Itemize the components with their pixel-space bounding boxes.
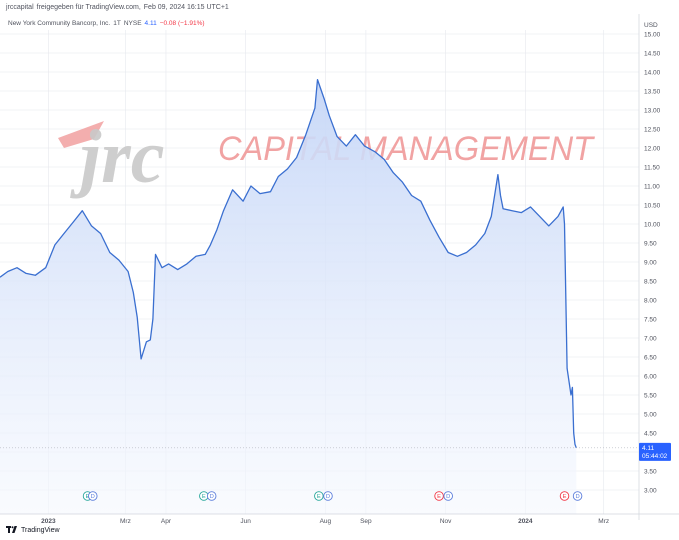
header-date: Feb 09, 2024 16:15 UTC+1 <box>143 4 229 11</box>
marker-circle <box>572 491 583 501</box>
marker-label: D <box>446 494 450 500</box>
symbol-legend: New York Community Bancorp, Inc. 1T NYSE 4.… <box>8 20 208 27</box>
x-tick-label: Mrz <box>598 518 609 525</box>
publisher-name[interactable]: jrccapital <box>6 4 34 11</box>
currency-label[interactable]: USD <box>644 22 658 29</box>
symbol-name[interactable]: New York Community Bancorp, Inc. <box>8 20 111 27</box>
x-tick-label: Sep <box>360 518 372 525</box>
price-line <box>0 78 577 449</box>
y-tick-label: 14.50 <box>644 50 661 57</box>
y-tick-label: 5.50 <box>644 392 657 399</box>
y-tick-label: 4.50 <box>644 430 657 437</box>
x-tick-label: Nov <box>440 518 452 525</box>
dividend-marker[interactable]: D <box>88 491 98 501</box>
earnings-marker[interactable]: E <box>199 491 209 501</box>
y-tick-label: 9.50 <box>644 240 657 247</box>
marker-label: D <box>210 494 214 500</box>
y-tick-label: 12.50 <box>644 126 661 133</box>
x-tick-label: Mrz <box>120 518 131 525</box>
price-badge-box <box>639 442 671 461</box>
marker-label: E <box>202 494 206 500</box>
y-tick-label: 3.50 <box>644 468 657 475</box>
y-tick-label: 10.00 <box>644 221 661 228</box>
x-tick-label: Jun <box>240 518 251 525</box>
y-tick-label: 6.50 <box>644 354 657 361</box>
price-badge-value: 4.11 <box>642 445 655 452</box>
y-tick-label: 13.00 <box>644 107 661 114</box>
marker-circle <box>434 491 444 501</box>
marker-circle <box>559 491 570 501</box>
tradingview-logo-icon <box>6 526 17 533</box>
marker-label: E <box>563 494 567 500</box>
y-tick-label: 11.50 <box>644 164 660 171</box>
y-tick-label: 5.00 <box>644 411 657 418</box>
price-badge-countdown: 05:44:02 <box>642 453 668 460</box>
y-tick-label: 9.00 <box>644 259 657 266</box>
y-tick-label: 11.00 <box>644 183 660 190</box>
dividend-marker[interactable]: D <box>572 491 583 501</box>
watermark-flag-icon <box>58 121 104 148</box>
y-tick-label: 6.00 <box>644 373 657 380</box>
x-tick-label: 2024 <box>518 518 533 525</box>
earnings-marker[interactable]: E <box>434 491 444 501</box>
y-tick-label: 14.00 <box>644 69 661 76</box>
marker-circle <box>206 491 217 501</box>
y-tick-label: 10.50 <box>644 202 661 209</box>
y-tick-label: 8.00 <box>644 297 657 304</box>
dividend-marker[interactable]: D <box>206 491 217 501</box>
marker-label: D <box>326 494 330 500</box>
y-tick-label: 7.50 <box>644 316 657 323</box>
marker-circle <box>88 491 98 501</box>
marker-label: D <box>575 494 579 500</box>
tradingview-brand[interactable]: TradingView <box>6 526 60 534</box>
marker-label: E <box>86 494 90 500</box>
marker-circle <box>323 491 333 501</box>
y-tick-label: 15.00 <box>644 31 661 38</box>
earnings-marker[interactable]: E <box>559 491 570 501</box>
price-badge: 4.11 05:44:02 <box>639 442 671 461</box>
earnings-marker[interactable]: E <box>314 491 324 501</box>
dividend-marker[interactable]: D <box>443 491 453 501</box>
symbol-exchange: NYSE <box>123 20 142 27</box>
header-line: jrccapital freigegeben für TradingView.co… <box>6 4 232 11</box>
marker-circle <box>314 491 324 501</box>
x-tick-label: Apr <box>161 518 172 525</box>
header-text: freigegeben für TradingView.com, <box>36 4 141 11</box>
marker-label: E <box>317 494 321 500</box>
axes: 15.00 14.50 14.00 13.50 13.00 12.50 12.00 11.50… <box>0 14 679 525</box>
x-tick-label: 2023 <box>41 518 56 525</box>
y-tick-label: 7.00 <box>644 335 657 342</box>
marker-circle <box>443 491 453 501</box>
y-tick-label: 12.00 <box>644 145 661 152</box>
dividend-marker[interactable]: D <box>323 491 333 501</box>
legend-price: 4.11 <box>144 20 157 27</box>
price-area <box>0 79 577 514</box>
x-tick-label: Aug <box>320 518 332 525</box>
marker-label: D <box>91 494 95 500</box>
marker-label: E <box>437 494 441 500</box>
symbol-interval: 1T <box>113 20 121 27</box>
watermark-subtitle: CAPITAL MANAGEMENT <box>218 130 595 168</box>
y-tick-label: 3.00 <box>644 487 657 494</box>
tradingview-brand-text: TradingView <box>21 527 60 534</box>
watermark: jrc CAPITAL MANAGEMENT <box>58 115 595 199</box>
y-tick-label: 8.50 <box>644 278 657 285</box>
y-tick-label: 13.50 <box>644 88 661 95</box>
watermark-logo: jrc <box>70 115 164 199</box>
legend-change: −0.08 (−1.91%) <box>159 20 205 27</box>
